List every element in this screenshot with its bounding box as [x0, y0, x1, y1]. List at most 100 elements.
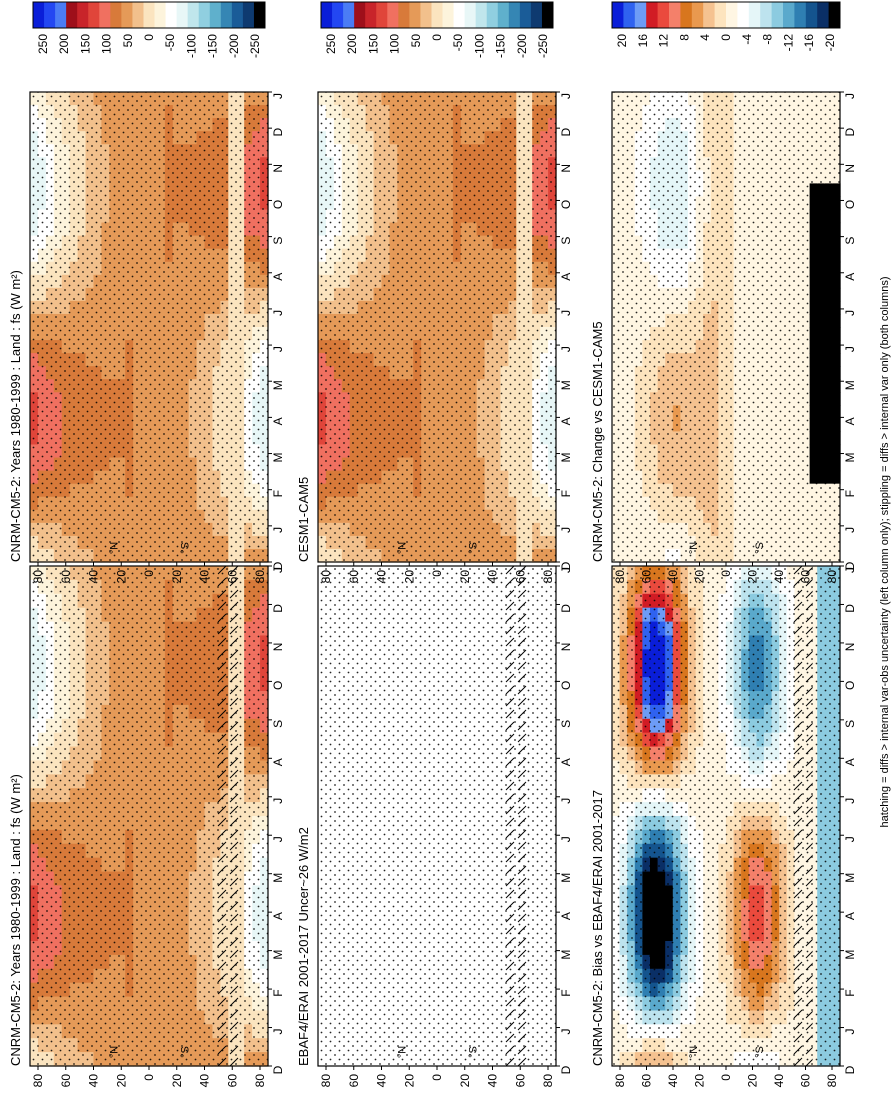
colorbar-swatch	[209, 2, 222, 28]
colorbar-swatch	[497, 2, 510, 28]
lat-label: 40	[486, 1074, 500, 1088]
month-label: F	[271, 490, 285, 497]
lat-label: 80	[541, 1074, 555, 1088]
month-label: M	[271, 873, 285, 883]
colorbar-swatch	[332, 2, 344, 28]
lat-label: 40	[486, 570, 500, 584]
colorbar-swatch	[343, 2, 355, 28]
panel-title: CNRM-CM5-2: Years 1980-1999 : Land : fs …	[8, 774, 23, 1066]
colorbar-swatch	[464, 2, 477, 28]
colorbar-swatch	[541, 2, 554, 28]
colorbar-swatch	[431, 2, 444, 28]
lat-label: 20	[402, 570, 416, 584]
colorbar-swatch	[453, 2, 466, 28]
colorbar-tick-label: -200	[227, 34, 241, 58]
hatching-overlay	[215, 566, 240, 1066]
month-label: A	[559, 758, 573, 766]
colorbar-tick-label: -250	[248, 34, 262, 58]
month-label: A	[271, 758, 285, 766]
colorbar-tick-label: -150	[206, 34, 220, 58]
colorbar-swatch	[99, 2, 111, 28]
month-label: D	[559, 1065, 573, 1074]
lat-label: 60	[513, 1074, 527, 1088]
lat-label: 60	[225, 1074, 239, 1088]
colorbar-swatch	[121, 2, 133, 28]
month-label: O	[271, 681, 285, 690]
colorbar-tick-label: 50	[121, 34, 135, 48]
lat-label: 0	[430, 570, 444, 577]
month-label: N	[271, 643, 285, 652]
colorbar-swatch	[198, 2, 211, 28]
lat-label: 40	[198, 1074, 212, 1088]
month-label: A	[559, 912, 573, 920]
month-label: M	[271, 453, 285, 463]
colorbar-tick-label: 250	[324, 34, 338, 54]
colorbar-tick-label: -100	[184, 34, 198, 58]
lat-label: 60	[513, 570, 527, 584]
month-label: M	[271, 380, 285, 390]
lat-label: 60	[59, 570, 73, 584]
month-label: J	[271, 93, 285, 99]
month-label: J	[559, 836, 573, 842]
month-label: N	[559, 164, 573, 173]
colorbar-swatch	[387, 2, 399, 28]
month-label: M	[559, 873, 573, 883]
colorbar-swatch	[508, 2, 521, 28]
lat-label: 80	[253, 1074, 267, 1088]
lat-label: 0	[430, 1074, 444, 1081]
lat-label: 40	[198, 570, 212, 584]
stippling-overlay	[318, 92, 556, 562]
colorbar-swatch	[220, 2, 233, 28]
hatching-overlay	[503, 566, 528, 1066]
lat-label: 80	[319, 570, 333, 584]
lat-label: 20	[458, 570, 472, 584]
stippling-overlay	[30, 92, 268, 562]
month-label: M	[559, 453, 573, 463]
lat-label: 40	[87, 570, 101, 584]
colorbar-tick-label: 200	[345, 34, 359, 54]
month-label: J	[559, 346, 573, 352]
lat-unit-north: °N	[397, 542, 409, 554]
month-label: S	[271, 720, 285, 728]
colorbar-swatch	[33, 2, 45, 28]
lat-label: 60	[225, 570, 239, 584]
lat-label: 60	[347, 570, 361, 584]
month-label: D	[271, 604, 285, 613]
colorbar-swatch	[165, 2, 178, 28]
colorbar-swatch	[376, 2, 388, 28]
lat-label: 0	[142, 1074, 156, 1081]
month-label: A	[271, 912, 285, 920]
month-label: F	[271, 989, 285, 996]
month-label: A	[271, 273, 285, 281]
colorbar-swatch	[176, 2, 189, 28]
colorbar-frame	[32, 1, 266, 29]
panel-title: EBAF4/ERAI 2001-2017 Uncer~26 W/m2	[296, 827, 311, 1066]
colorbar-swatch	[187, 2, 200, 28]
lat-label: 20	[114, 570, 128, 584]
colorbar-swatch	[110, 2, 122, 28]
lat-unit-south: °S	[180, 542, 192, 554]
month-label: S	[559, 720, 573, 728]
colorbar-tick-label: 100	[388, 34, 402, 54]
colorbar-tick-label: 150	[366, 34, 380, 54]
colorbar-swatch	[231, 2, 244, 28]
colorbar-swatch	[365, 2, 377, 28]
month-label: D	[559, 604, 573, 613]
colorbar-swatch	[398, 2, 410, 28]
colorbar-swatch	[132, 2, 144, 28]
month-label: J	[271, 1029, 285, 1035]
month-label: J	[271, 346, 285, 352]
lat-label: 80	[541, 570, 555, 584]
month-label: N	[559, 643, 573, 652]
month-label: O	[559, 681, 573, 690]
month-label: A	[559, 417, 573, 425]
colorbar-tick-label: 200	[57, 34, 71, 54]
colorbar-tick-label: -250	[536, 34, 550, 58]
month-label: D	[271, 1065, 285, 1074]
colorbar-tick-label: 0	[142, 34, 156, 41]
colorbar-tick-label: 150	[78, 34, 92, 54]
